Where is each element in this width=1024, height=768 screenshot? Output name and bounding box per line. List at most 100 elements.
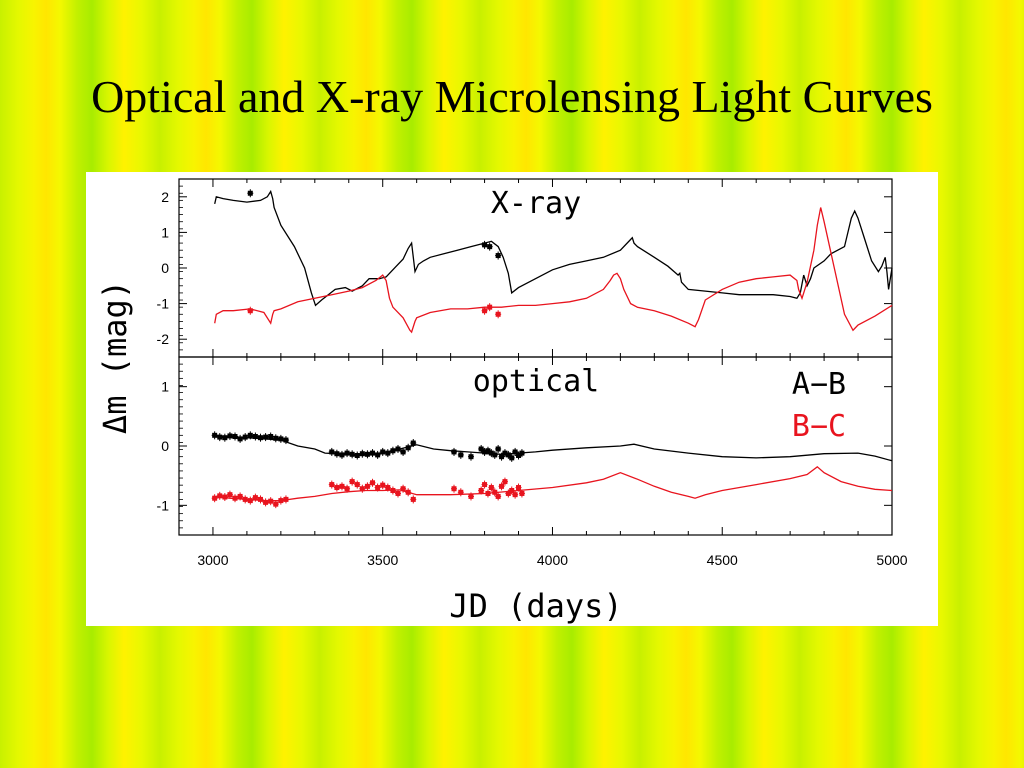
- x-tick-label: 4500: [707, 552, 738, 568]
- optical-data-point-a-b: [478, 446, 484, 452]
- optical-data-point-b-c: [227, 492, 233, 498]
- optical-data-point-a-b: [247, 432, 253, 438]
- optical-data-point-a-b: [370, 450, 376, 456]
- optical-data-point-a-b: [364, 451, 370, 457]
- optical-data-point-b-c: [495, 493, 501, 499]
- optical-data-point-a-b: [400, 449, 406, 455]
- optical-data-point-a-b: [499, 454, 505, 460]
- optical-data-point-b-c: [395, 490, 401, 496]
- xray-data-point-b-c: [487, 304, 493, 310]
- optical-data-point-a-b: [495, 446, 501, 452]
- optical-data-point-b-c: [482, 482, 488, 488]
- optical-data-point-b-c: [502, 479, 508, 485]
- optical-data-point-a-b: [212, 432, 218, 438]
- light-curve-figure: 2 1 0 -1 -2 1 0 -1 3000 3500 4000 4500 5000 X-ray op…: [86, 172, 938, 626]
- optical-data-point-a-b: [217, 434, 223, 440]
- optical-data-point-a-b: [344, 450, 350, 456]
- optical-data-point-a-b: [263, 434, 269, 440]
- optical-data-point-b-c: [509, 488, 515, 493]
- optical-data-point-b-c: [359, 486, 365, 492]
- optical-y-tick-label: -1: [157, 497, 170, 513]
- optical-data-point-b-c: [370, 480, 376, 486]
- xray-data-point-a-b: [487, 244, 493, 250]
- optical-data-point-a-b: [268, 434, 274, 440]
- optical-data-point-b-c: [458, 489, 464, 495]
- optical-data-point-a-b: [227, 433, 233, 439]
- optical-data-point-b-c: [212, 495, 218, 501]
- optical-data-point-b-c: [519, 490, 525, 496]
- optical-data-point-a-b: [349, 451, 355, 457]
- optical-data-point-a-b: [334, 451, 340, 457]
- light-curve-chart: 2 1 0 -1 -2 1 0 -1 3000 3500 4000 4500 5000 X-ray op…: [96, 178, 908, 625]
- xray-y-tick-label: -1: [157, 296, 170, 312]
- optical-data-point-b-c: [339, 483, 345, 489]
- optical-data-point-a-b: [232, 434, 238, 440]
- optical-data-point-b-c: [334, 485, 340, 491]
- xray-data-point-a-b: [495, 253, 501, 259]
- optical-data-point-a-b: [482, 449, 488, 455]
- optical-data-point-b-c: [217, 493, 223, 499]
- optical-data-point-a-b: [468, 454, 474, 460]
- optical-data-point-a-b: [519, 450, 525, 456]
- xray-y-tick-label: 2: [161, 189, 169, 205]
- optical-data-point-a-b: [273, 435, 279, 441]
- optical-y-tick-label: 0: [161, 438, 169, 454]
- optical-data-point-b-c: [485, 490, 491, 496]
- optical-data-point-b-c: [263, 499, 269, 505]
- slide-title: Optical and X-ray Microlensing Light Cur…: [91, 71, 933, 122]
- optical-data-point-a-b: [395, 446, 401, 452]
- optical-data-point-b-c: [283, 496, 289, 502]
- x-tick-label: 3000: [197, 552, 228, 568]
- optical-data-point-a-b: [359, 451, 365, 457]
- optical-data-point-a-b: [222, 435, 228, 441]
- optical-y-tick-label: 1: [161, 379, 169, 395]
- xray-data-point-b-c: [247, 308, 253, 314]
- optical-data-point-a-b: [512, 449, 518, 455]
- optical-data-point-a-b: [505, 452, 511, 458]
- optical-data-point-a-b: [380, 449, 386, 455]
- optical-data-point-a-b: [329, 449, 335, 455]
- optical-data-point-b-c: [252, 495, 258, 501]
- optical-data-point-b-c: [268, 498, 274, 504]
- x-tick-label: 4000: [537, 552, 568, 568]
- optical-data-point-b-c: [222, 494, 228, 500]
- x-axis-label: JD (days): [449, 587, 622, 625]
- optical-data-point-a-b: [451, 449, 457, 455]
- optical-data-point-a-b: [283, 437, 289, 443]
- optical-data-point-b-c: [405, 489, 411, 495]
- optical-data-point-b-c: [257, 496, 263, 502]
- optical-data-point-b-c: [278, 498, 284, 504]
- optical-data-point-b-c: [512, 492, 518, 498]
- optical-data-point-b-c: [492, 489, 498, 495]
- xray-curve-a-b: [214, 189, 893, 307]
- optical-data-point-a-b: [375, 452, 381, 458]
- optical-data-point-b-c: [364, 483, 370, 489]
- optical-data-point-a-b: [488, 450, 494, 456]
- legend-entry-a-b: A−B: [792, 367, 846, 402]
- optical-data-point-a-b: [509, 455, 515, 461]
- optical-data-point-b-c: [400, 486, 406, 492]
- optical-data-point-b-c: [242, 496, 248, 502]
- optical-data-point-b-c: [451, 486, 457, 492]
- xray-y-tick-label: 0: [161, 260, 169, 276]
- optical-data-point-b-c: [344, 486, 350, 492]
- optical-data-point-b-c: [390, 488, 396, 493]
- legend-entry-b-c: B−C: [792, 409, 846, 444]
- optical-data-point-b-c: [499, 483, 505, 489]
- optical-data-point-a-b: [390, 448, 396, 454]
- optical-data-point-a-b: [516, 452, 522, 458]
- xray-data-point-a-b: [247, 190, 253, 196]
- xray-data-point-b-c: [482, 308, 488, 314]
- optical-curve-b-c: [212, 465, 893, 502]
- optical-data-point-a-b: [278, 436, 284, 442]
- optical-data-point-a-b: [339, 452, 345, 458]
- optical-data-point-a-b: [257, 435, 263, 441]
- optical-data-point-a-b: [502, 450, 508, 456]
- optical-panel-label: optical: [473, 364, 599, 399]
- optical-data-point-a-b: [410, 440, 416, 446]
- optical-data-point-b-c: [354, 482, 360, 488]
- optical-data-point-b-c: [375, 485, 381, 491]
- xray-data-point-a-b: [482, 242, 488, 248]
- xray-y-tick-label: -2: [157, 331, 170, 347]
- y-axis-label: Δm (mag): [96, 280, 134, 434]
